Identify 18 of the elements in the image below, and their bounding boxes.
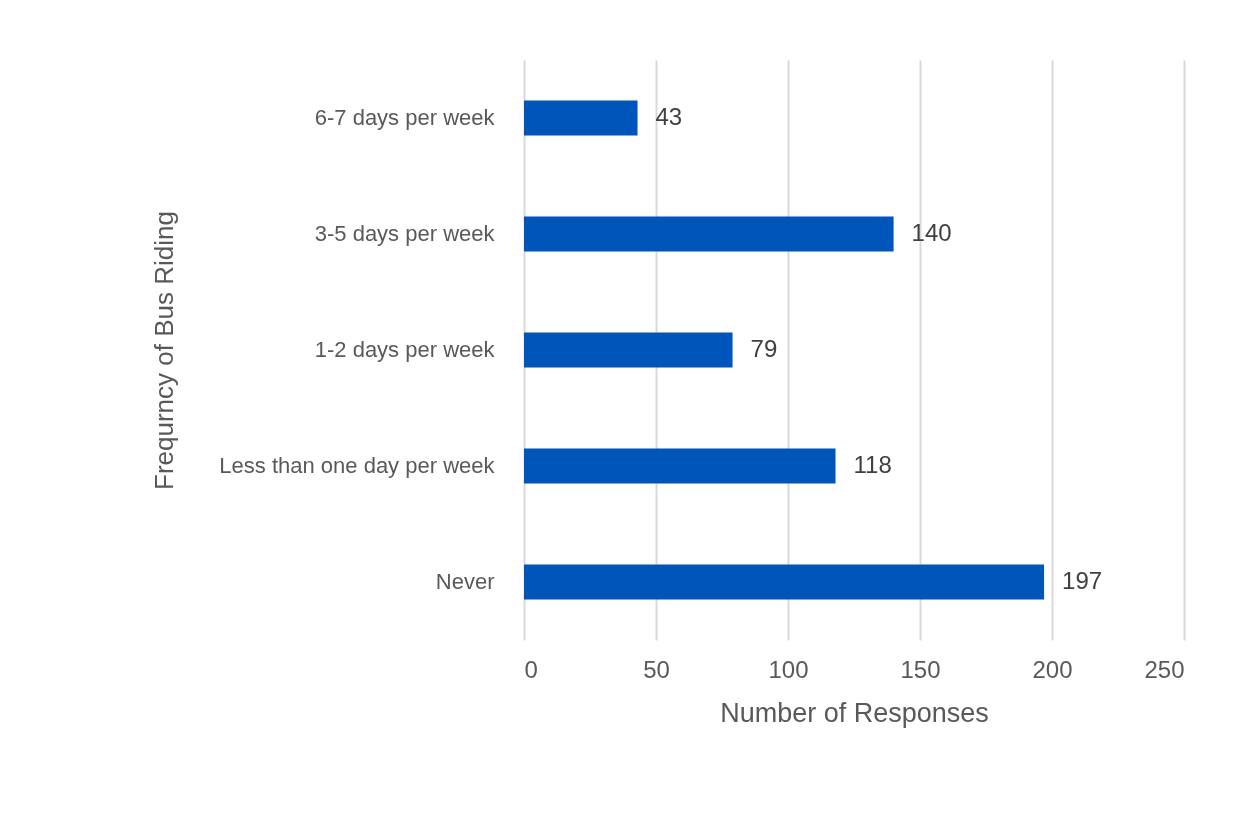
y-tick-label: 6-7 days per week	[314, 105, 496, 130]
data-label: 79	[750, 335, 778, 362]
y-axis-title: Frequrncy of Bus Riding	[148, 211, 179, 490]
x-tick-label: 100	[768, 655, 809, 683]
data-label: 43	[655, 103, 683, 130]
x-tick-label: 50	[643, 655, 670, 683]
y-tick-label: Never	[435, 569, 495, 594]
y-tick-label: Less than one day per week	[219, 453, 496, 478]
data-label: 197	[1062, 567, 1103, 594]
x-axis-title: Number of Responses	[720, 697, 989, 728]
y-tick-label: 1-2 days per week	[314, 337, 496, 362]
y-tick-label: 3-5 days per week	[314, 221, 496, 246]
x-tick-label: 250	[1144, 655, 1185, 683]
x-tick-label: 200	[1032, 655, 1073, 683]
data-label: 140	[911, 219, 952, 246]
x-tick-label: 0	[524, 655, 538, 683]
data-label: 118	[853, 451, 892, 478]
x-tick-label: 150	[900, 655, 941, 683]
